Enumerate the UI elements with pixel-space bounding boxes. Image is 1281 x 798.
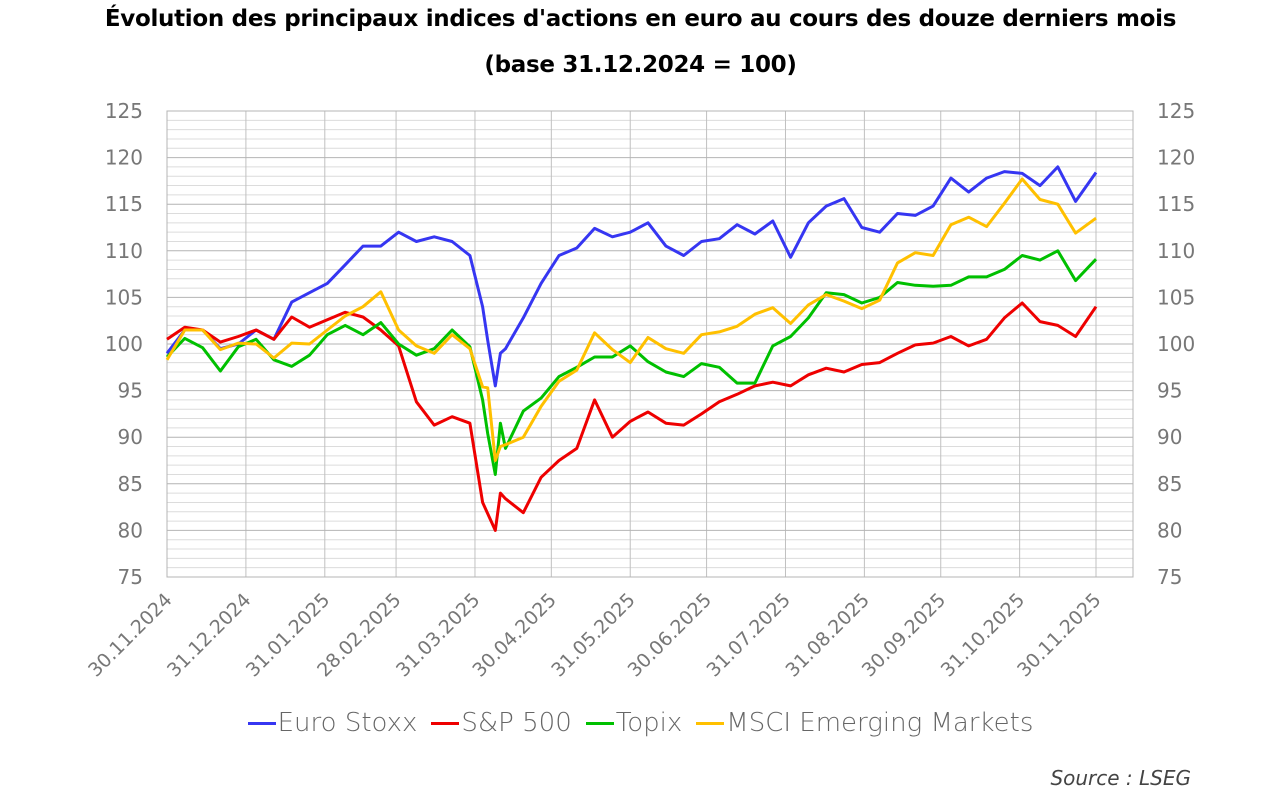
legend-swatch <box>247 721 276 725</box>
legend-item-topix: Topix <box>585 708 683 738</box>
y-tick-label-right: 120 <box>1157 146 1195 170</box>
legend-swatch <box>585 721 614 725</box>
y-tick-label-left: 85 <box>118 472 143 496</box>
series-line-msci-emerging-markets <box>165 177 1097 462</box>
series-line-s-p-500 <box>166 301 1098 532</box>
y-tick-label-left: 115 <box>105 192 143 216</box>
series-line-topix <box>165 249 1098 476</box>
y-tick-label-left: 90 <box>118 425 143 449</box>
legend-label: Euro Stoxx <box>277 708 418 738</box>
y-tick-label-right: 100 <box>1157 332 1195 356</box>
legend: Euro Stoxx S&P 500 Topix MSCI Emerging M… <box>0 708 1281 738</box>
x-tick-label: 31.12.2024 <box>163 589 255 681</box>
legend-label: MSCI Emerging Markets <box>726 708 1034 738</box>
source-note: Source : LSEG <box>1050 766 1191 790</box>
y-tick-label-right: 75 <box>1157 565 1182 589</box>
y-tick-label-right: 110 <box>1157 239 1195 263</box>
legend-swatch <box>431 721 460 725</box>
y-tick-label-right: 90 <box>1157 425 1182 449</box>
y-tick-label-left: 95 <box>118 379 143 403</box>
y-tick-label-right: 80 <box>1157 518 1182 542</box>
series-line-euro-stoxx <box>165 165 1098 388</box>
y-tick-label-left: 75 <box>118 565 143 589</box>
y-tick-label-left: 110 <box>105 239 143 263</box>
y-tick-label-right: 105 <box>1157 285 1195 309</box>
y-tick-label-right: 115 <box>1157 192 1195 216</box>
y-tick-label-left: 80 <box>118 518 143 542</box>
y-tick-label-left: 105 <box>105 285 143 309</box>
legend-item-euro-stoxx: Euro Stoxx <box>247 708 418 738</box>
y-tick-label-right: 85 <box>1157 472 1182 496</box>
x-tick-label: 30.11.2024 <box>84 589 176 681</box>
y-tick-label-left: 100 <box>105 332 143 356</box>
plot-area-border <box>166 110 1134 578</box>
y-tick-label-left: 120 <box>105 146 143 170</box>
y-tick-label-right: 125 <box>1157 99 1195 123</box>
legend-label: S&P 500 <box>461 708 572 738</box>
y-tick-label-right: 95 <box>1157 379 1182 403</box>
legend-swatch <box>696 721 725 725</box>
legend-label: Topix <box>615 708 683 738</box>
chart-title: Évolution des principaux indices d'actio… <box>104 6 1177 32</box>
x-tick-label: 31.07.2025 <box>703 589 795 681</box>
y-tick-label-left: 125 <box>105 99 143 123</box>
legend-item-msci-em: MSCI Emerging Markets <box>696 708 1033 738</box>
chart-subtitle: (base 31.12.2024 = 100) <box>484 52 797 78</box>
legend-item-sp500: S&P 500 <box>431 708 572 738</box>
